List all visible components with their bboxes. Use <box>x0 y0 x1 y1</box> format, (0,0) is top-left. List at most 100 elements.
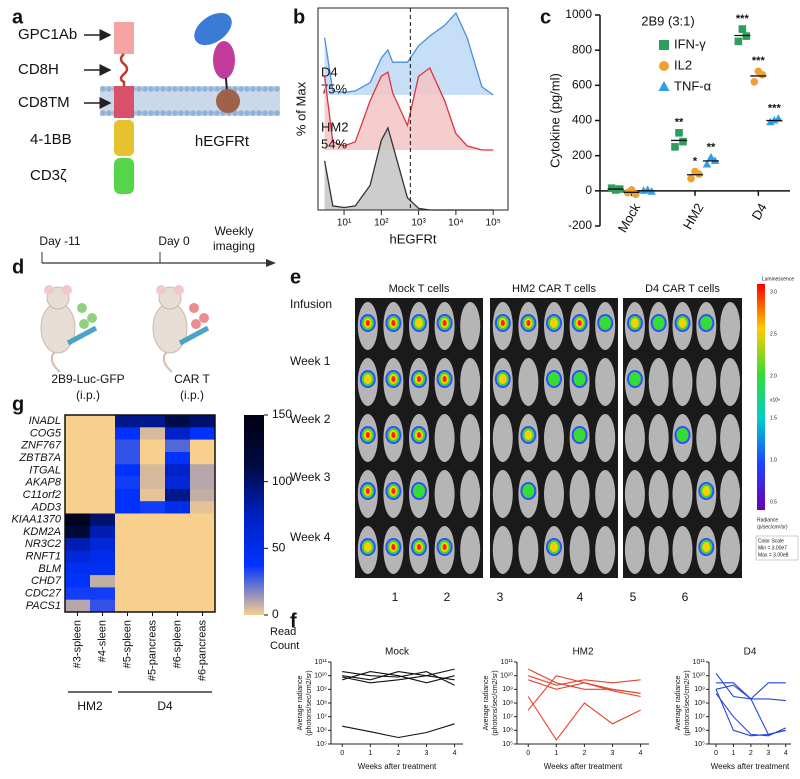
heatmap-cell <box>140 550 166 564</box>
heatmap-cell <box>140 464 166 477</box>
costim-domain <box>114 120 134 156</box>
y-tick-label: 10⁶ <box>694 727 705 734</box>
mouse-image <box>492 414 513 462</box>
heatmap-cell <box>115 538 141 551</box>
signal-blob <box>550 318 558 328</box>
signal-blob <box>417 544 421 550</box>
y-axis-title: Cytokine (pg/ml) <box>547 73 562 168</box>
heatmap-cell <box>90 488 116 502</box>
heatmap-cell <box>115 464 141 477</box>
data-point <box>706 152 716 161</box>
row-label: ITGAL <box>29 464 61 476</box>
heatmap-cell <box>140 415 166 428</box>
mouse-body <box>40 302 76 354</box>
histogram-line <box>323 11 494 96</box>
y-axis-title: Average radiance <box>297 676 304 731</box>
cage-number: 1 <box>392 590 399 604</box>
heatmap-cell <box>140 587 166 600</box>
heatmap-cell <box>90 587 116 600</box>
mouse-image <box>648 526 669 574</box>
scale-tick: 3.0 <box>770 289 777 295</box>
lipid-head <box>106 110 112 116</box>
significance: ** <box>675 117 684 129</box>
data-point <box>671 143 679 151</box>
lipid-head <box>202 86 208 92</box>
data-point <box>758 70 767 79</box>
hinge <box>119 53 129 88</box>
heatmap-cell <box>140 488 166 502</box>
injected-cell <box>77 303 87 313</box>
x-tick-label: 2 <box>749 750 753 757</box>
x-axis-title: Weeks after treatment <box>711 762 790 771</box>
y-tick-label: 10⁷ <box>695 714 706 721</box>
heatmap-cell <box>115 587 141 600</box>
egfrt-domain <box>213 41 235 79</box>
injected-cell <box>189 303 199 313</box>
heatmap-cell <box>65 464 91 477</box>
heatmap-cell <box>140 538 166 551</box>
scale-unit: Radiance <box>757 517 778 523</box>
heatmap-cell <box>90 415 116 428</box>
row-label: CDC27 <box>25 587 62 599</box>
egfrt-domain <box>216 89 240 113</box>
scale-tick: 1.0 <box>770 457 777 463</box>
lipid-head <box>184 86 190 92</box>
mouse-image <box>720 470 741 518</box>
mouse-body <box>152 302 188 354</box>
cage-number: 4 <box>577 590 584 604</box>
series-line <box>716 682 786 702</box>
y-axis-title: Average radiance <box>675 676 682 731</box>
histogram-area <box>324 68 494 150</box>
signal-blob <box>417 432 421 438</box>
timepoint-label: Week 1 <box>290 354 331 368</box>
y-axis-title: (photons/sec/cm2/sr) <box>492 670 499 735</box>
heatmap-cell <box>115 451 141 465</box>
heatmap-cell <box>65 550 91 564</box>
row-label: AKAP8 <box>25 477 62 489</box>
lipid-head <box>214 86 220 92</box>
mouse-image <box>595 470 616 518</box>
lipid-head <box>262 86 268 92</box>
mouse-image <box>434 414 455 462</box>
row-label: C11orf2 <box>23 489 61 501</box>
cage-number: 3 <box>497 590 504 604</box>
injected-cell <box>87 313 97 323</box>
heatmap-cell <box>140 476 166 490</box>
heatmap-cell <box>115 525 141 539</box>
series-line <box>715 689 786 737</box>
mouse-ear <box>174 285 184 295</box>
row-label: CHD7 <box>31 575 62 587</box>
legend-label: IL2 <box>674 57 692 72</box>
mouse-image <box>672 526 693 574</box>
series-line <box>342 671 455 684</box>
heatmap-cell <box>115 476 141 490</box>
heatmap-cell <box>165 599 191 613</box>
heatmap-cell <box>115 488 141 502</box>
group-header: D4 CAR T cells <box>645 283 720 295</box>
heatmap-cell <box>140 525 166 539</box>
x-tick-label: 2 <box>396 750 400 757</box>
significance: *** <box>752 55 766 67</box>
lipid-head <box>238 86 244 92</box>
data-point <box>659 40 669 50</box>
scale-legend: Min = 3.00e7 <box>758 545 787 551</box>
y-tick-label: 10⁷ <box>317 714 328 721</box>
timeline-label: Day -11 <box>39 234 80 248</box>
chart-title: HM2 <box>572 647 594 658</box>
y-tick-label: 10¹⁰ <box>314 672 327 680</box>
data-point <box>611 186 620 194</box>
signal-blob <box>700 316 713 330</box>
heatmap-cell <box>65 513 91 527</box>
heatmap-cell <box>190 599 216 613</box>
lipid-head <box>106 86 112 92</box>
signal-blob <box>363 542 372 552</box>
signal-blob <box>363 374 372 384</box>
signal-blob <box>365 320 370 326</box>
colorbar-tick-label: 100 <box>272 474 292 488</box>
row-label: ADD3 <box>31 501 62 513</box>
data-point <box>710 156 720 164</box>
series-line <box>342 668 455 681</box>
lipid-head <box>190 86 196 92</box>
